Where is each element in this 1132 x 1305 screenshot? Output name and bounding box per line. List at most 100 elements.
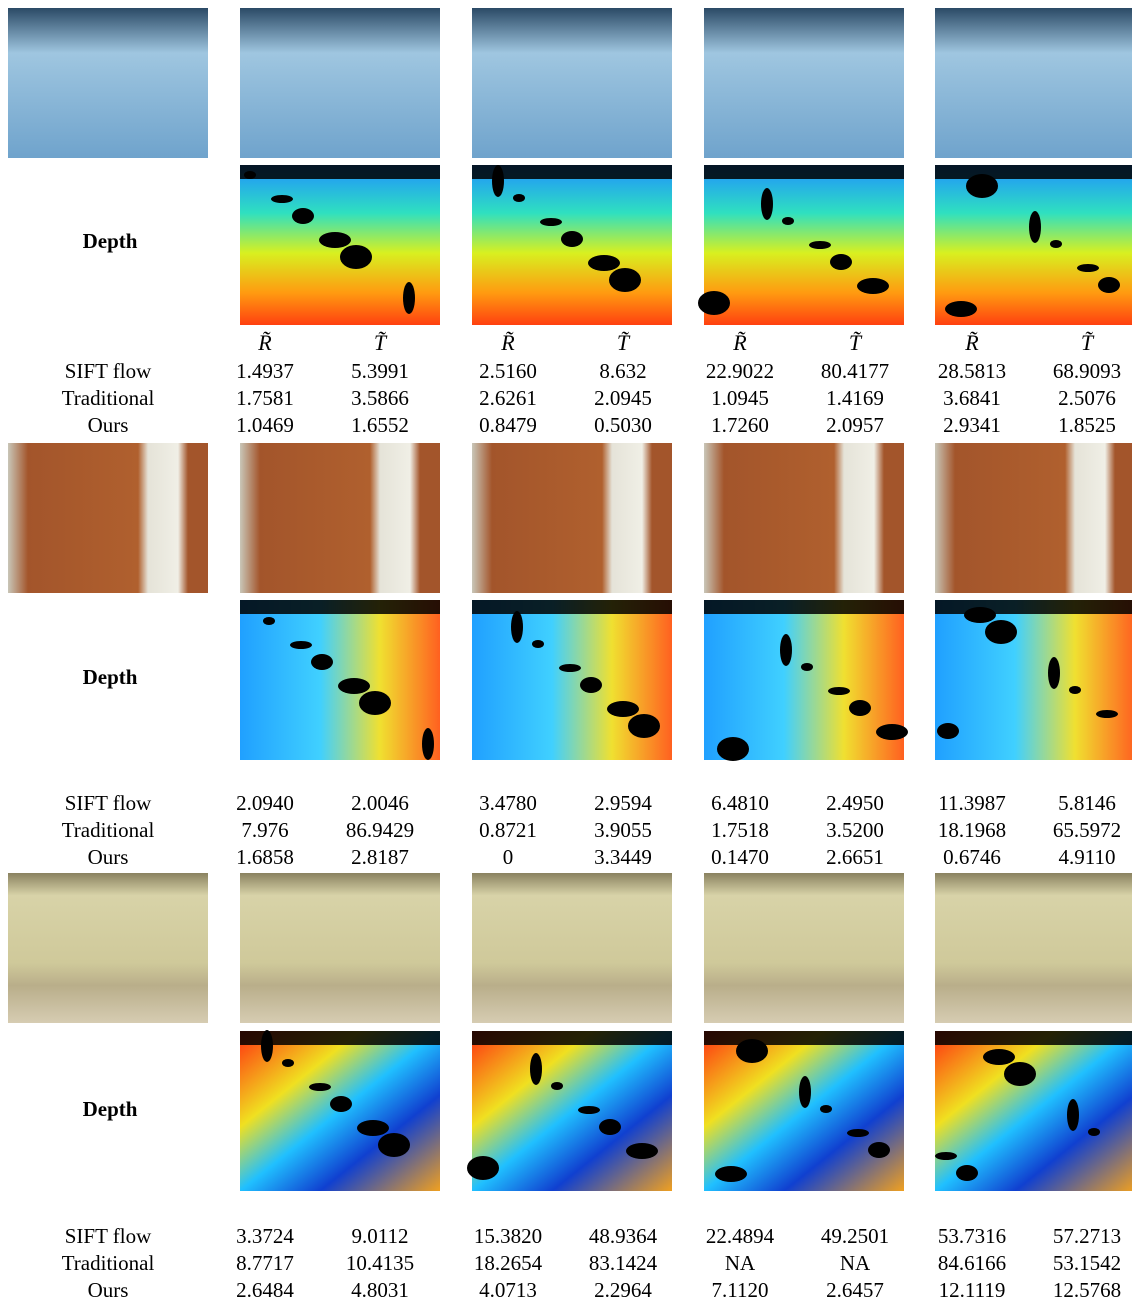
depth-hole bbox=[551, 1082, 563, 1090]
row-label: SIFT flow bbox=[65, 791, 152, 815]
column-header: T̃ bbox=[617, 330, 631, 355]
depth-hole bbox=[1069, 686, 1081, 694]
table-cell: 10.4135 bbox=[346, 1251, 414, 1275]
table-cell: 4.8031 bbox=[351, 1278, 409, 1302]
depth-map bbox=[935, 165, 1132, 325]
depth-hole bbox=[715, 1166, 747, 1182]
photo bbox=[8, 873, 208, 1023]
table-cell: 5.8146 bbox=[1058, 791, 1116, 815]
table-cell: 2.5076 bbox=[1058, 386, 1116, 410]
depth-hole bbox=[935, 165, 1132, 179]
row-label: SIFT flow bbox=[65, 1224, 152, 1248]
table-cell: 65.5972 bbox=[1053, 818, 1121, 842]
table-cell: 2.0046 bbox=[351, 791, 409, 815]
table-cell: 11.3987 bbox=[938, 791, 1005, 815]
column-header: R̃ bbox=[500, 330, 515, 355]
column-header: T̃ bbox=[849, 330, 863, 355]
depth-hole bbox=[290, 641, 312, 649]
depth-hole bbox=[311, 654, 333, 670]
table-cell: 0.1470 bbox=[711, 845, 769, 869]
table-cell: 2.5160 bbox=[479, 359, 537, 383]
depth-hole bbox=[717, 737, 749, 761]
depth-hole bbox=[809, 241, 831, 249]
row-label: Ours bbox=[88, 1278, 129, 1302]
figure: DepthR̃T̃R̃T̃R̃T̃R̃T̃SIFT flow1.49375.39… bbox=[0, 0, 1132, 1305]
depth-map bbox=[472, 1031, 672, 1191]
depth-hole bbox=[945, 301, 977, 317]
table-cell: 3.5200 bbox=[826, 818, 884, 842]
depth-hole bbox=[467, 1156, 499, 1180]
depth-hole bbox=[868, 1142, 890, 1158]
table-cell: 1.4937 bbox=[236, 359, 294, 383]
depth-hole bbox=[330, 1096, 352, 1112]
depth-hole bbox=[359, 691, 391, 715]
depth-hole bbox=[828, 687, 850, 695]
depth-hole bbox=[263, 617, 275, 625]
depth-hole bbox=[935, 1152, 957, 1160]
table-cell: 3.3724 bbox=[236, 1224, 294, 1248]
table-cell: 8.632 bbox=[599, 359, 646, 383]
photo bbox=[935, 873, 1132, 1023]
table-cell: 2.9341 bbox=[943, 413, 1001, 437]
depth-hole bbox=[876, 724, 908, 740]
photo bbox=[472, 8, 672, 158]
photo bbox=[472, 443, 672, 593]
photo bbox=[472, 873, 672, 1023]
depth-hole bbox=[1029, 211, 1041, 243]
table-cell: 2.0957 bbox=[826, 413, 884, 437]
table-cell: 1.7518 bbox=[711, 818, 769, 842]
table-cell: NA bbox=[840, 1251, 871, 1275]
depth-label: Depth bbox=[83, 229, 138, 253]
depth-hole bbox=[559, 664, 581, 672]
table-cell: 2.0940 bbox=[236, 791, 294, 815]
table-cell: 80.4177 bbox=[821, 359, 889, 383]
depth-hole bbox=[847, 1129, 869, 1137]
depth-hole bbox=[578, 1106, 600, 1114]
depth-hole bbox=[513, 194, 525, 202]
table-cell: 2.2964 bbox=[594, 1278, 652, 1302]
depth-hole bbox=[1098, 277, 1120, 293]
table-cell: 53.7316 bbox=[938, 1224, 1006, 1248]
table-cell: 1.7581 bbox=[236, 386, 294, 410]
table-cell: 0.6746 bbox=[943, 845, 1001, 869]
depth-label: Depth bbox=[83, 1097, 138, 1121]
table-cell: 57.2713 bbox=[1053, 1224, 1121, 1248]
depth-hole bbox=[698, 291, 730, 315]
table-cell: 86.9429 bbox=[346, 818, 414, 842]
depth-hole bbox=[1088, 1128, 1100, 1136]
depth-hole bbox=[292, 208, 314, 224]
row-label: SIFT flow bbox=[65, 359, 152, 383]
table-cell: 1.0469 bbox=[236, 413, 294, 437]
photo bbox=[935, 443, 1132, 593]
table-cell: 0.8479 bbox=[479, 413, 537, 437]
depth-hole bbox=[626, 1143, 658, 1159]
depth-hole bbox=[607, 701, 639, 717]
table-cell: 1.8525 bbox=[1058, 413, 1116, 437]
row-label: Ours bbox=[88, 413, 129, 437]
table-cell: 2.8187 bbox=[351, 845, 409, 869]
table-cell: 2.6261 bbox=[479, 386, 537, 410]
depth-hole bbox=[530, 1053, 542, 1085]
table-cell: 0 bbox=[503, 845, 514, 869]
photo bbox=[240, 873, 440, 1023]
depth-hole bbox=[338, 678, 370, 694]
photo bbox=[704, 8, 904, 158]
depth-hole bbox=[532, 640, 544, 648]
column-header: R̃ bbox=[964, 330, 979, 355]
table-cell: 5.3991 bbox=[351, 359, 409, 383]
table-cell: 49.2501 bbox=[821, 1224, 889, 1248]
table-cell: 1.7260 bbox=[711, 413, 769, 437]
depth-hole bbox=[935, 600, 1132, 614]
depth-hole bbox=[830, 254, 852, 270]
depth-hole bbox=[378, 1133, 410, 1157]
table-cell: 1.6552 bbox=[351, 413, 409, 437]
depth-hole bbox=[1048, 657, 1060, 689]
table-cell: 12.1119 bbox=[939, 1278, 1006, 1302]
depth-hole bbox=[857, 278, 889, 294]
table-cell: 22.4894 bbox=[706, 1224, 775, 1248]
table-cell: 83.1424 bbox=[589, 1251, 658, 1275]
photo bbox=[935, 8, 1132, 158]
table-cell: 2.6457 bbox=[826, 1278, 884, 1302]
depth-label: Depth bbox=[83, 665, 138, 689]
table-cell: 4.9110 bbox=[1059, 845, 1116, 869]
